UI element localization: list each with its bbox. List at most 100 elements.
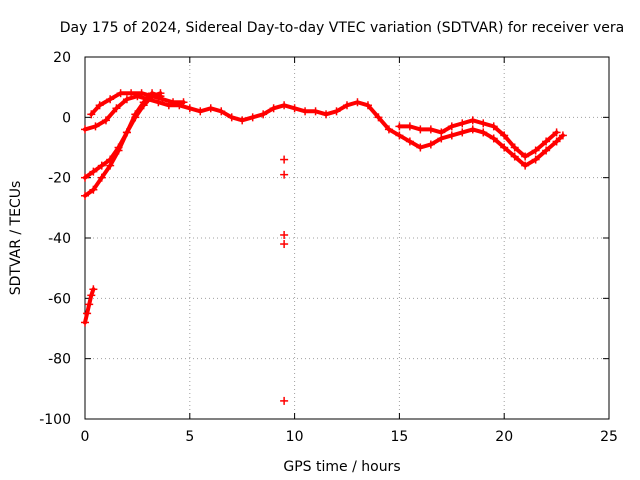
data-point: [81, 318, 89, 327]
data-point: [280, 240, 289, 249]
axis-ticks: 0 5 10 15 20 25 -100 -80 -60 -40 -20 0 20: [39, 50, 618, 445]
data-point: [217, 107, 226, 116]
data-point: [343, 101, 351, 110]
data-points: [81, 89, 567, 405]
data-point: [395, 131, 404, 140]
data-point: [437, 128, 446, 137]
series-line-track-2: [89, 91, 186, 117]
y-tick-label: -100: [39, 412, 71, 428]
x-tick-label: 0: [81, 429, 90, 445]
data-point: [510, 152, 519, 161]
data-point: [531, 146, 540, 155]
data-point: [89, 285, 98, 294]
series-line-track-1: [83, 94, 565, 168]
data-point: [426, 140, 435, 149]
data-point: [122, 95, 131, 104]
data-point: [139, 98, 148, 107]
data-point: [156, 92, 165, 101]
data-point: [91, 122, 100, 131]
data-point: [81, 125, 89, 134]
x-tick-label: 10: [286, 429, 304, 445]
data-point: [122, 128, 131, 137]
data-point: [95, 101, 104, 110]
data-point: [89, 167, 98, 176]
data-point: [290, 104, 299, 113]
y-tick-label: 0: [62, 110, 71, 126]
data-point: [81, 191, 89, 200]
data-point: [97, 161, 106, 170]
series-line-track-4: [83, 91, 163, 198]
data-point: [500, 131, 509, 140]
data-point: [114, 146, 123, 155]
data-point: [558, 131, 567, 140]
data-point: [137, 89, 146, 98]
data-point: [179, 98, 188, 107]
y-axis-label: SDTVAR / TECUs: [8, 181, 24, 296]
data-point: [127, 89, 136, 98]
data-point: [374, 113, 383, 122]
x-axis-label: GPS time / hours: [283, 459, 400, 475]
data-point: [363, 101, 372, 110]
data-point: [280, 101, 289, 110]
data-point: [468, 116, 477, 125]
plot-frame: [84, 56, 610, 420]
data-point: [458, 128, 467, 137]
y-tick-label: -60: [48, 291, 71, 307]
data-point: [458, 119, 467, 128]
data-point: [280, 230, 289, 239]
x-tick-label: 5: [185, 429, 194, 445]
data-point: [521, 152, 530, 161]
data-point: [85, 300, 94, 309]
data-point: [280, 170, 289, 179]
y-tick-label: -40: [48, 231, 71, 247]
x-tick-label: 15: [390, 429, 408, 445]
data-point: [116, 89, 125, 98]
data-point: [447, 131, 456, 140]
y-tick-label: -20: [48, 171, 71, 187]
data-point: [81, 173, 89, 182]
data-point: [405, 137, 414, 146]
data-point: [426, 125, 435, 134]
data-point: [280, 396, 289, 405]
data-point: [531, 155, 540, 164]
x-tick-label: 20: [495, 429, 513, 445]
data-point: [106, 161, 115, 170]
y-tick-label: -80: [48, 352, 71, 368]
data-point: [169, 98, 178, 107]
data-point: [185, 104, 194, 113]
data-point: [521, 161, 530, 170]
data-point: [395, 122, 404, 131]
data-point: [416, 143, 425, 152]
data-point: [89, 185, 98, 194]
data-point: [87, 291, 96, 300]
data-point: [106, 95, 115, 104]
data-point: [510, 143, 519, 152]
data-point: [468, 125, 477, 134]
data-point: [479, 128, 488, 137]
data-point: [238, 116, 247, 125]
data-point: [500, 143, 509, 152]
data-point: [405, 122, 414, 131]
series-line-track-5: [397, 118, 559, 159]
data-point: [196, 107, 205, 116]
data-point: [489, 122, 498, 131]
data-point: [416, 125, 425, 134]
data-point: [322, 110, 331, 119]
data-point: [447, 122, 456, 131]
data-point: [311, 107, 320, 116]
data-point: [87, 110, 96, 119]
data-point: [489, 134, 498, 143]
data-point: [542, 146, 551, 155]
data-point: [101, 116, 110, 125]
grid: [85, 57, 609, 419]
data-point: [148, 89, 157, 98]
data-point: [479, 119, 488, 128]
data-point: [259, 110, 268, 119]
data-point: [97, 173, 106, 182]
data-point: [83, 309, 92, 318]
data-point: [131, 110, 140, 119]
data-point: [227, 113, 236, 122]
data-point: [384, 125, 393, 134]
data-point: [332, 107, 341, 116]
